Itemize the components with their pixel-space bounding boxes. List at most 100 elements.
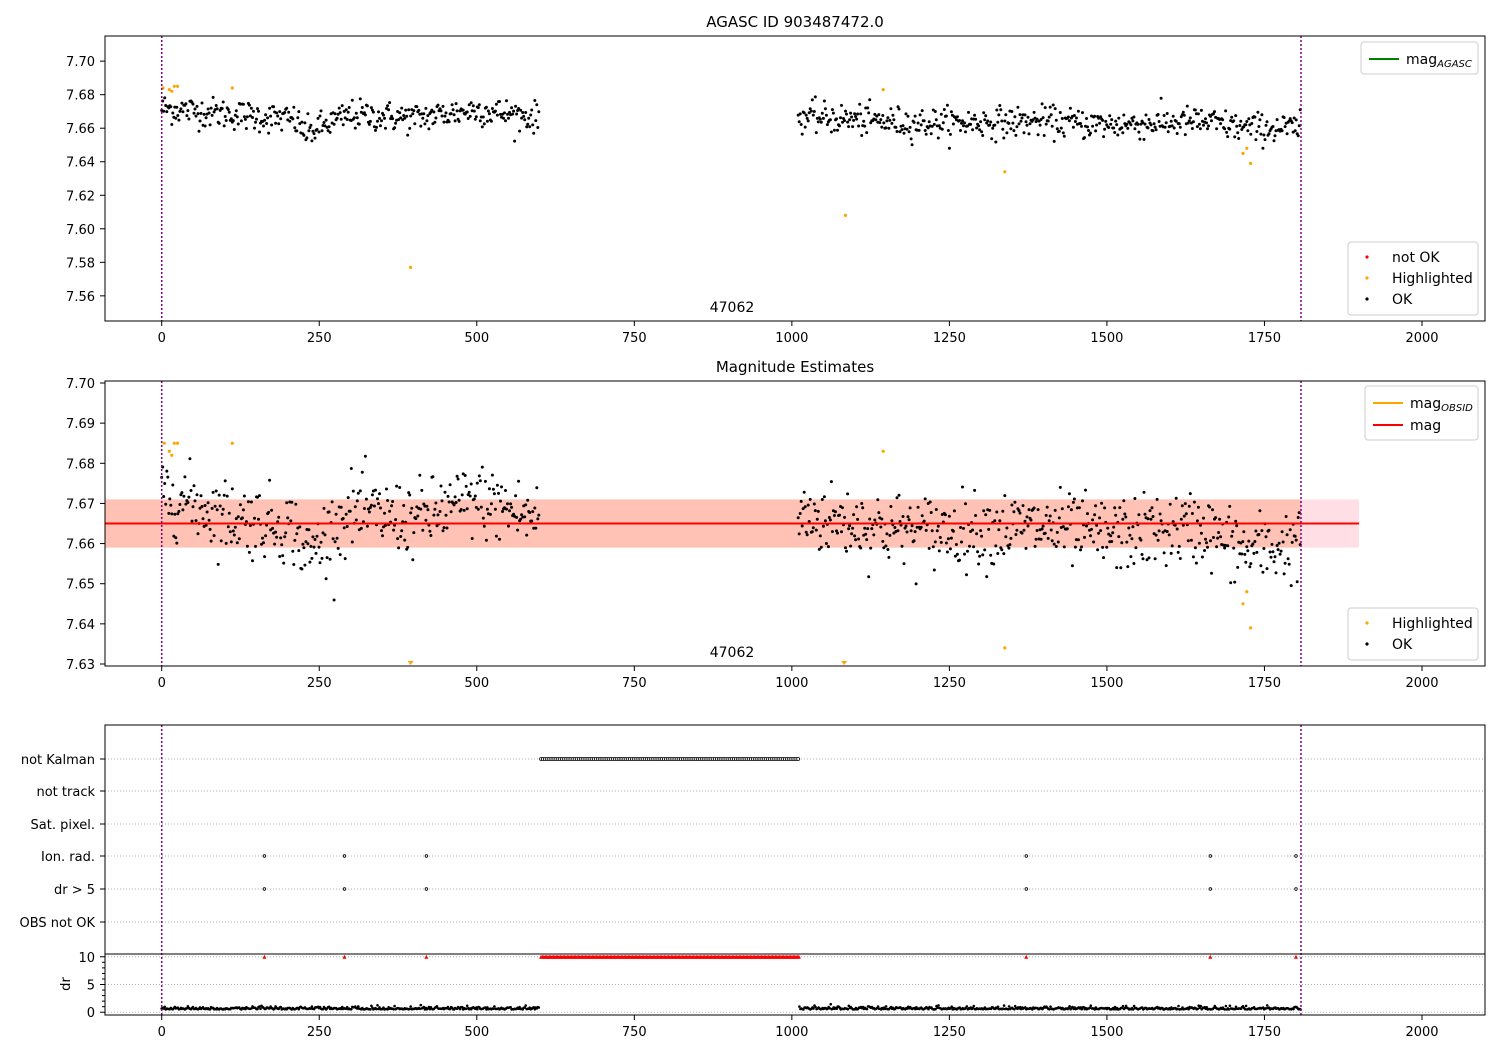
ok-point [882,546,886,550]
dr-point [1013,1004,1017,1008]
ok-point [981,134,985,137]
ok-point [274,121,278,125]
ok-point [319,540,323,544]
ok-point [1112,525,1116,529]
ok-point [181,508,185,512]
ok-point [922,119,926,123]
ok-point [266,116,270,120]
ok-point [524,111,528,114]
ok-point [1141,557,1145,561]
ok-point [812,502,816,506]
ok-point [248,114,252,118]
ok-point [1249,132,1253,136]
ok-point [354,518,358,522]
ok-point [926,126,930,130]
ok-point [1232,546,1236,550]
dr-point [464,1007,468,1010]
ok-point [295,532,299,536]
ok-point [440,114,444,118]
ok-point [490,107,494,110]
ok-point [1275,118,1279,122]
ok-point [169,503,173,507]
ok-point [506,502,509,506]
ok-point [1215,127,1219,131]
ok-point [398,486,402,489]
ok-point [333,540,337,544]
ok-point [469,482,473,486]
ok-point [406,133,410,137]
ok-point [1147,118,1151,121]
ok-point [1174,119,1178,123]
ok-point [1010,503,1014,507]
ok-point [816,509,820,513]
ok-point [481,115,485,119]
ok-point [1286,557,1290,561]
ok-point [999,108,1003,112]
ok-point [455,109,459,113]
ok-point [434,116,438,120]
dr-axis-label: dr [59,977,74,991]
ok-point [473,117,477,121]
ok-point [996,120,1000,124]
ok-point [505,99,508,103]
ok-point [1081,499,1084,503]
dr-point [1113,1005,1117,1009]
ok-point [1032,506,1036,510]
ok-point [1157,120,1161,123]
ok-point [1274,571,1278,575]
ok-point [1261,570,1265,574]
ok-point [1272,139,1276,143]
ok-point [177,118,181,122]
ok-point [494,102,498,106]
ok-point [1288,117,1292,121]
ok-point [430,108,434,112]
ok-point [1143,512,1147,516]
ok-point [304,540,308,544]
ok-point [1257,533,1261,536]
ok-point [224,119,228,122]
ok-point [225,494,229,498]
ok-point [519,108,523,112]
ok-point [906,114,910,118]
ok-point [1292,116,1296,120]
ok-point [1042,134,1046,137]
ok-point [317,130,321,134]
ok-point [1040,102,1044,106]
ok-point [1236,565,1240,569]
ok-point [1169,551,1173,555]
ok-point [1121,131,1125,135]
ok-point [196,112,200,116]
ok-point [1167,533,1171,537]
ok-point [170,123,174,126]
ok-point [441,529,445,533]
ok-point [412,109,416,113]
ok-point [969,122,973,126]
ok-point [255,117,258,121]
ok-point [891,113,895,117]
legend-point-swatch [1365,276,1369,280]
ok-point [234,109,238,113]
ok-point [1151,129,1155,133]
ok-point [1001,127,1005,131]
ok-point [1295,580,1299,584]
ok-point [934,508,938,511]
ok-point [467,103,471,107]
highlighted-point [1003,170,1007,174]
x-tick-label: 1500 [1090,1025,1123,1040]
ok-point [1097,531,1101,535]
ok-point [922,519,926,523]
dr-point [1006,1007,1010,1011]
ok-point [1034,537,1038,541]
dr-point [829,1002,832,1006]
ok-point [288,119,292,123]
ok-point [1233,135,1237,139]
ok-point [1226,544,1230,548]
ok-point [914,582,918,586]
ok-point [1095,123,1099,127]
ok-point [939,540,943,544]
ok-point [298,525,302,529]
ok-point [1102,135,1106,139]
legend-box-points [1347,607,1479,661]
ok-point [384,126,387,130]
ok-point [275,111,279,115]
